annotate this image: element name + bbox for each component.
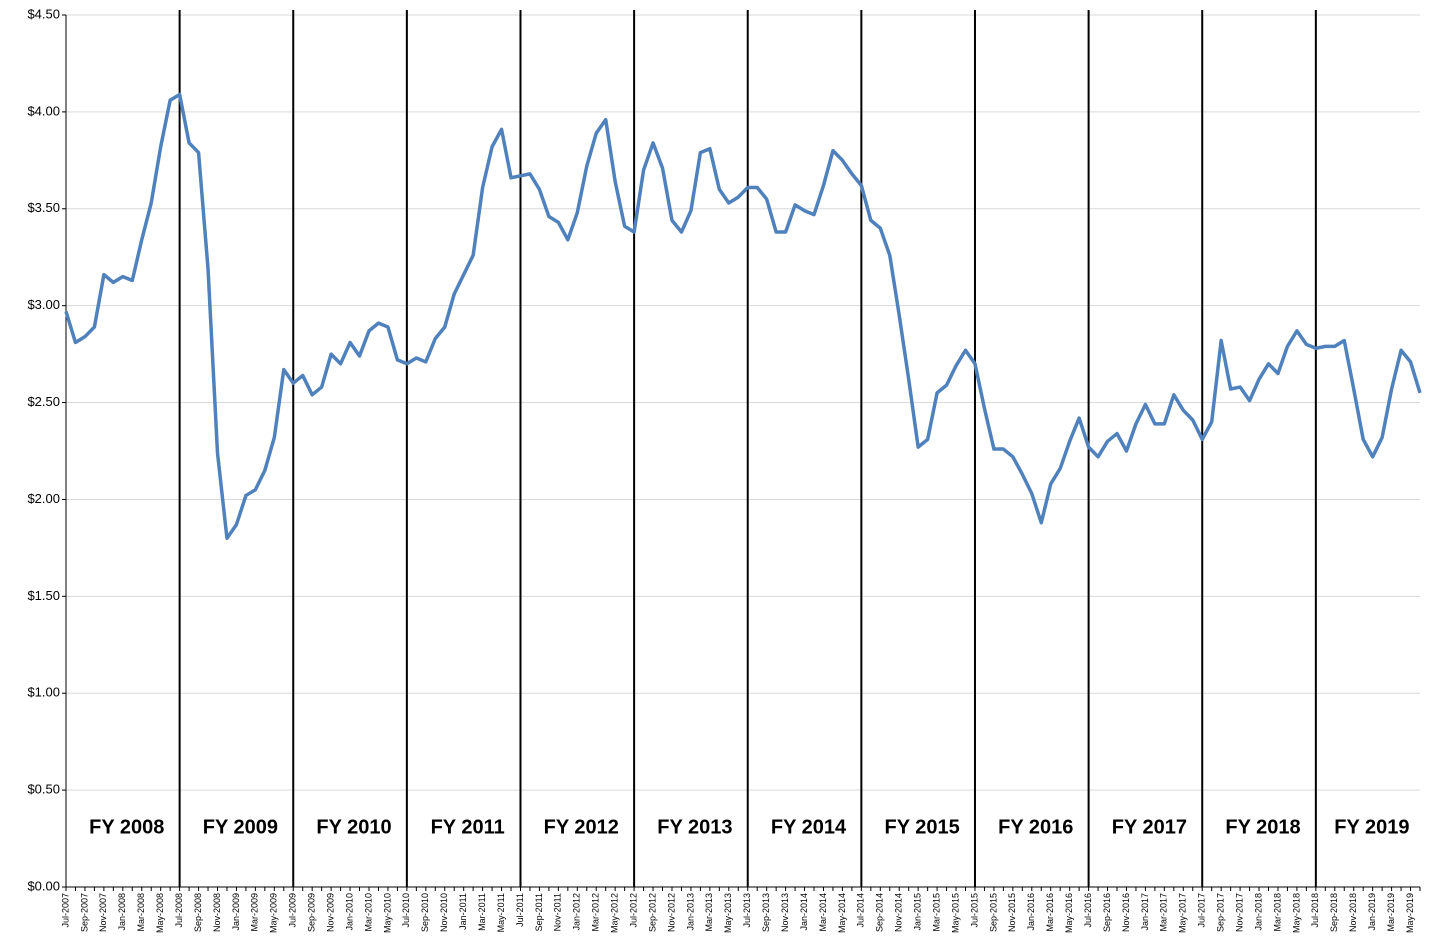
y-tick-label: $3.00 bbox=[27, 297, 60, 312]
fy-label: FY 2011 bbox=[431, 816, 505, 838]
x-tick-label: Mar-2012 bbox=[591, 893, 601, 932]
x-tick-label: Jul-2012 bbox=[628, 893, 638, 928]
fy-label: FY 2015 bbox=[885, 816, 960, 838]
x-tick-label: May-2008 bbox=[155, 893, 165, 933]
x-tick-label: Sep-2011 bbox=[534, 893, 544, 931]
x-tick-label: Nov-2009 bbox=[325, 893, 335, 932]
x-tick-label: Sep-2015 bbox=[988, 893, 998, 932]
x-tick-label: Mar-2015 bbox=[931, 893, 941, 932]
x-tick-label: Sep-2009 bbox=[307, 893, 317, 932]
y-tick-label: $1.50 bbox=[27, 588, 60, 603]
fy-label: FY 2018 bbox=[1225, 816, 1300, 838]
x-tick-label: Jan-2008 bbox=[117, 893, 127, 931]
fy-label: FY 2010 bbox=[316, 816, 391, 838]
fy-label: FY 2012 bbox=[544, 816, 619, 838]
x-tick-label: Jul-2007 bbox=[60, 893, 70, 928]
y-tick-label: $3.50 bbox=[27, 200, 60, 215]
x-tick-label: May-2011 bbox=[496, 893, 506, 932]
x-tick-label: Jul-2011 bbox=[515, 893, 525, 927]
x-tick-label: Nov-2010 bbox=[439, 893, 449, 932]
x-tick-label: Mar-2008 bbox=[136, 893, 146, 932]
fy-label: FY 2017 bbox=[1112, 816, 1187, 838]
x-tick-label: Jan-2015 bbox=[913, 893, 923, 931]
x-tick-label: Mar-2018 bbox=[1272, 893, 1282, 932]
x-tick-label: Nov-2007 bbox=[98, 893, 108, 932]
x-tick-label: Jan-2012 bbox=[572, 893, 582, 931]
x-tick-label: May-2015 bbox=[950, 893, 960, 933]
x-tick-label: Mar-2016 bbox=[1045, 893, 1055, 932]
x-tick-label: May-2017 bbox=[1178, 893, 1188, 933]
x-tick-label: Mar-2014 bbox=[818, 893, 828, 932]
x-tick-label: Jan-2014 bbox=[799, 893, 809, 931]
x-tick-label: Mar-2013 bbox=[704, 893, 714, 932]
x-tick-label: May-2018 bbox=[1291, 893, 1301, 933]
x-tick-label: Jul-2013 bbox=[742, 893, 752, 928]
x-tick-label: May-2009 bbox=[269, 893, 279, 933]
x-tick-label: Jul-2017 bbox=[1197, 893, 1207, 928]
y-tick-label: $1.00 bbox=[27, 685, 60, 700]
fy-label: FY 2009 bbox=[203, 816, 278, 838]
x-tick-label: Sep-2018 bbox=[1329, 893, 1339, 932]
x-tick-label: Mar-2009 bbox=[250, 893, 260, 932]
x-tick-label: Nov-2015 bbox=[1007, 893, 1017, 932]
x-tick-label: Jan-2010 bbox=[344, 893, 354, 931]
x-tick-label: Nov-2018 bbox=[1348, 893, 1358, 932]
x-tick-label: Jul-2014 bbox=[856, 893, 866, 928]
x-tick-label: Jan-2017 bbox=[1140, 893, 1150, 931]
x-tick-label: Jan-2016 bbox=[1026, 893, 1036, 931]
x-tick-label: May-2019 bbox=[1405, 893, 1415, 933]
fy-label: FY 2008 bbox=[89, 816, 164, 838]
x-tick-label: Sep-2017 bbox=[1216, 893, 1226, 932]
x-tick-label: Jan-2013 bbox=[685, 893, 695, 931]
y-tick-label: $4.50 bbox=[27, 6, 60, 21]
y-tick-label: $2.00 bbox=[27, 491, 60, 506]
x-tick-label: Sep-2013 bbox=[761, 893, 771, 932]
fy-label: FY 2019 bbox=[1334, 816, 1409, 838]
x-tick-label: Jul-2008 bbox=[174, 893, 184, 928]
x-tick-label: Jul-2009 bbox=[288, 893, 298, 928]
x-tick-label: Jan-2019 bbox=[1367, 893, 1377, 931]
x-tick-label: Sep-2014 bbox=[875, 893, 885, 932]
x-tick-label: Jul-2010 bbox=[401, 893, 411, 928]
y-tick-label: $0.50 bbox=[27, 782, 60, 797]
x-tick-label: Sep-2010 bbox=[420, 893, 430, 932]
x-tick-label: Nov-2013 bbox=[780, 893, 790, 932]
x-tick-label: May-2010 bbox=[382, 893, 392, 933]
x-tick-label: Nov-2016 bbox=[1121, 893, 1131, 932]
x-tick-label: Mar-2019 bbox=[1386, 893, 1396, 932]
x-tick-label: Mar-2011 bbox=[477, 893, 487, 931]
x-tick-label: Nov-2017 bbox=[1234, 893, 1244, 932]
data-line bbox=[64, 92, 1422, 540]
x-tick-label: Sep-2008 bbox=[193, 893, 203, 932]
x-tick-label: Jul-2016 bbox=[1083, 893, 1093, 928]
fy-label: FY 2013 bbox=[657, 816, 732, 838]
x-tick-label: Jan-2011 bbox=[458, 893, 468, 930]
x-tick-label: Jul-2018 bbox=[1310, 893, 1320, 928]
fy-label: FY 2016 bbox=[998, 816, 1073, 838]
x-tick-label: Nov-2011 bbox=[553, 893, 563, 931]
x-tick-label: May-2012 bbox=[610, 893, 620, 933]
x-tick-label: Jan-2009 bbox=[231, 893, 241, 931]
x-tick-label: May-2013 bbox=[723, 893, 733, 933]
x-tick-label: Mar-2010 bbox=[363, 893, 373, 932]
x-tick-label: Jan-2018 bbox=[1253, 893, 1263, 931]
x-tick-label: May-2014 bbox=[837, 893, 847, 933]
x-tick-label: Mar-2017 bbox=[1159, 893, 1169, 932]
x-tick-label: Nov-2014 bbox=[894, 893, 904, 932]
x-tick-label: May-2016 bbox=[1064, 893, 1074, 933]
x-tick-label: Jul-2015 bbox=[969, 893, 979, 928]
x-tick-label: Nov-2012 bbox=[666, 893, 676, 932]
x-tick-label: Sep-2016 bbox=[1102, 893, 1112, 932]
x-tick-label: Nov-2008 bbox=[212, 893, 222, 932]
y-tick-label: $4.00 bbox=[27, 103, 60, 118]
x-tick-label: Sep-2012 bbox=[647, 893, 657, 932]
x-tick-label: Sep-2007 bbox=[79, 893, 89, 932]
y-tick-label: $0.00 bbox=[27, 878, 60, 893]
y-tick-label: $2.50 bbox=[27, 394, 60, 409]
fy-label: FY 2014 bbox=[771, 816, 847, 838]
